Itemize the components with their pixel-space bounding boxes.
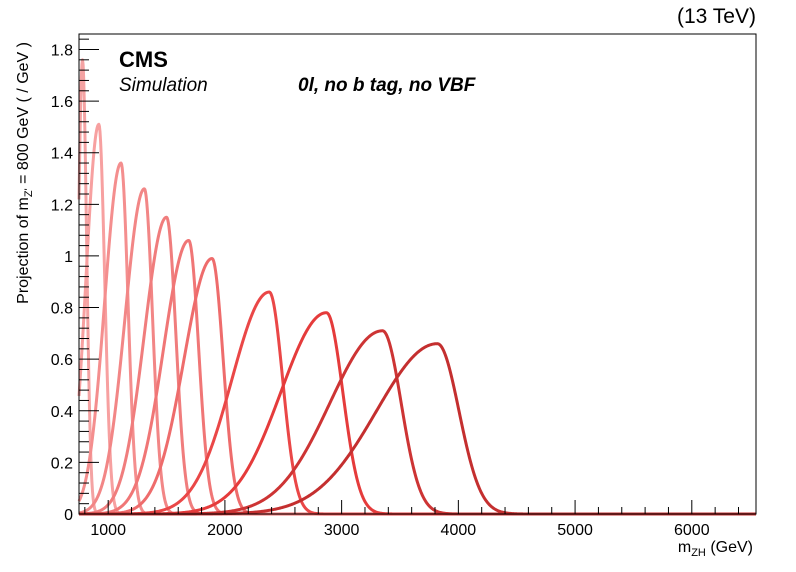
y-tick-label: 0.8 bbox=[51, 301, 73, 318]
series-line-3 bbox=[77, 161, 757, 516]
series-layer bbox=[77, 58, 757, 516]
y-tick-label: 0.6 bbox=[51, 352, 73, 369]
y-tick-label: 1.8 bbox=[51, 42, 73, 59]
x-axis-title: mZH (GeV) bbox=[678, 539, 753, 559]
energy-label: (13 TeV) bbox=[677, 5, 756, 28]
y-axis-title-pre: Projection of m bbox=[15, 197, 32, 304]
y-tick-label: 0 bbox=[64, 507, 73, 524]
y-axis-title: Projection of mZ' = 800 GeV ( / GeV ) bbox=[15, 42, 35, 304]
y-tick-label: 0.2 bbox=[51, 455, 73, 472]
x-tick-label: 4000 bbox=[441, 522, 477, 539]
series-line-2 bbox=[77, 122, 757, 516]
x-axis-title-post: (GeV) bbox=[706, 539, 753, 556]
y-axis-title-sub: Z' bbox=[23, 188, 35, 197]
y-tick-label: 1.2 bbox=[51, 197, 73, 214]
y-axis-title-post: = 800 GeV ( / GeV ) bbox=[15, 42, 32, 188]
category-label: 0l, no b tag, no VBF bbox=[298, 75, 477, 96]
x-tick-label: 2000 bbox=[207, 522, 243, 539]
y-tick-label: 0.4 bbox=[51, 404, 73, 421]
series-line-1 bbox=[77, 58, 757, 516]
x-tick-label: 1000 bbox=[90, 522, 126, 539]
y-tick-label: 1 bbox=[64, 249, 73, 266]
x-tick-label: 3000 bbox=[324, 522, 360, 539]
x-tick-label: 6000 bbox=[674, 522, 710, 539]
y-tick-label: 1.4 bbox=[51, 146, 73, 163]
experiment-title: CMS bbox=[119, 47, 168, 72]
series-line-7 bbox=[78, 257, 757, 516]
series-line-5 bbox=[78, 215, 757, 516]
plot-frame bbox=[78, 33, 757, 515]
axes-layer: 1000 2000 3000 4000 5000 6000 0 0.2 0.4 0.6 0.8 1 1.… bbox=[51, 33, 757, 539]
x-axis-title-pre: m bbox=[678, 539, 691, 556]
x-tick-label: 5000 bbox=[557, 522, 593, 539]
x-axis-title-sub: ZH bbox=[691, 547, 706, 559]
y-tick-label: 1.6 bbox=[51, 94, 73, 111]
experiment-subtitle: Simulation bbox=[119, 75, 208, 96]
